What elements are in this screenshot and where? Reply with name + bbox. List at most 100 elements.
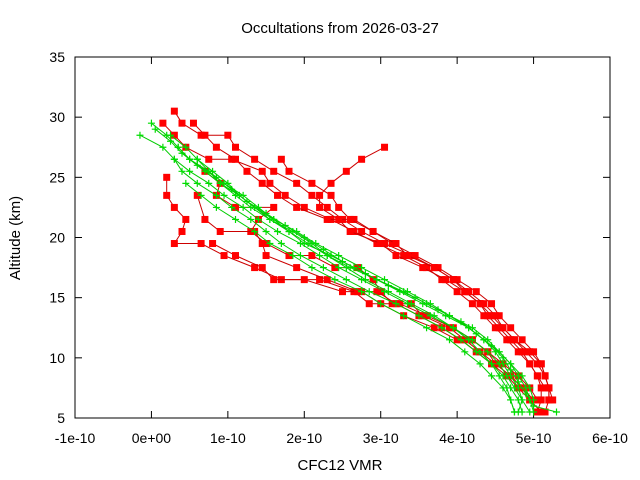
data-point bbox=[251, 155, 259, 163]
data-point bbox=[507, 366, 515, 374]
data-point bbox=[350, 264, 358, 272]
data-point bbox=[293, 179, 301, 187]
data-point bbox=[163, 173, 171, 181]
data-point bbox=[266, 240, 274, 248]
data-point bbox=[327, 179, 335, 187]
data-point bbox=[300, 203, 308, 211]
x-tick-label: 0e+00 bbox=[132, 430, 172, 446]
data-point bbox=[537, 408, 545, 416]
data-point bbox=[438, 324, 446, 332]
data-point bbox=[209, 240, 217, 248]
data-point bbox=[499, 384, 507, 392]
data-point bbox=[220, 252, 228, 260]
data-point bbox=[331, 264, 339, 272]
data-point bbox=[377, 288, 385, 296]
data-point bbox=[518, 408, 526, 416]
data-point bbox=[270, 203, 278, 211]
data-point bbox=[396, 300, 404, 308]
data-point bbox=[472, 348, 480, 356]
data-point bbox=[335, 203, 343, 211]
data-point bbox=[270, 276, 278, 284]
data-point bbox=[392, 252, 400, 260]
data-point bbox=[216, 227, 224, 235]
data-point bbox=[377, 300, 385, 308]
data-point bbox=[526, 348, 534, 356]
data-point bbox=[495, 324, 503, 332]
x-tick-label: -1e-10 bbox=[55, 430, 96, 446]
data-point bbox=[518, 348, 526, 356]
data-point bbox=[323, 215, 331, 223]
data-point bbox=[358, 227, 366, 235]
data-point bbox=[228, 155, 236, 163]
data-point bbox=[323, 203, 331, 211]
data-point bbox=[258, 167, 266, 175]
data-point bbox=[232, 203, 239, 211]
x-tick-label: 2e-10 bbox=[286, 430, 322, 446]
data-point bbox=[400, 252, 408, 260]
data-point bbox=[293, 203, 301, 211]
data-point bbox=[178, 227, 186, 235]
data-point bbox=[170, 240, 178, 248]
data-point bbox=[488, 360, 496, 368]
data-point bbox=[476, 360, 484, 368]
data-point bbox=[178, 119, 186, 127]
data-point bbox=[522, 384, 530, 392]
data-point bbox=[541, 408, 549, 416]
data-point bbox=[201, 131, 209, 139]
data-point bbox=[189, 119, 197, 127]
data-point bbox=[274, 191, 282, 199]
data-point bbox=[369, 227, 377, 235]
data-point bbox=[308, 191, 316, 199]
data-point bbox=[262, 227, 270, 235]
series-line bbox=[196, 158, 535, 413]
data-point bbox=[499, 360, 507, 368]
y-tick-label: 15 bbox=[49, 290, 65, 306]
data-point bbox=[212, 143, 220, 151]
data-point bbox=[350, 227, 358, 235]
data-point bbox=[193, 155, 201, 163]
data-point bbox=[442, 276, 450, 284]
data-point bbox=[381, 276, 389, 284]
data-point bbox=[239, 203, 247, 211]
data-point bbox=[232, 215, 239, 223]
data-point bbox=[159, 119, 167, 127]
data-point bbox=[533, 372, 541, 380]
data-point bbox=[319, 264, 327, 272]
plot-frame bbox=[74, 56, 611, 419]
data-point bbox=[327, 252, 335, 260]
data-point bbox=[258, 179, 266, 187]
data-point bbox=[381, 143, 389, 151]
data-point bbox=[193, 191, 201, 199]
data-point bbox=[182, 143, 190, 151]
data-point bbox=[262, 252, 270, 260]
data-point bbox=[461, 348, 469, 356]
data-point bbox=[549, 396, 557, 404]
data-point bbox=[331, 276, 339, 284]
data-point bbox=[446, 324, 453, 332]
data-point bbox=[533, 360, 541, 368]
data-point bbox=[216, 179, 224, 187]
data-point bbox=[258, 264, 266, 272]
data-point bbox=[449, 324, 457, 332]
x-tick-label: 4e-10 bbox=[439, 430, 475, 446]
data-point bbox=[293, 227, 301, 235]
data-point bbox=[365, 288, 373, 296]
data-point bbox=[163, 191, 171, 199]
data-point bbox=[220, 191, 228, 199]
data-point bbox=[430, 264, 438, 272]
data-point bbox=[545, 396, 553, 404]
data-point bbox=[403, 300, 411, 308]
data-point bbox=[136, 131, 144, 139]
data-point bbox=[381, 240, 389, 248]
data-point bbox=[193, 179, 201, 187]
data-point bbox=[232, 143, 239, 151]
data-point bbox=[289, 252, 297, 260]
data-point bbox=[514, 378, 522, 386]
data-point bbox=[186, 155, 194, 163]
data-point bbox=[491, 360, 499, 368]
x-tick-label: 6e-10 bbox=[592, 430, 628, 446]
y-axis-title: Altitude (km) bbox=[7, 196, 24, 280]
data-point bbox=[503, 336, 511, 344]
data-point bbox=[423, 264, 431, 272]
data-point bbox=[327, 191, 335, 199]
